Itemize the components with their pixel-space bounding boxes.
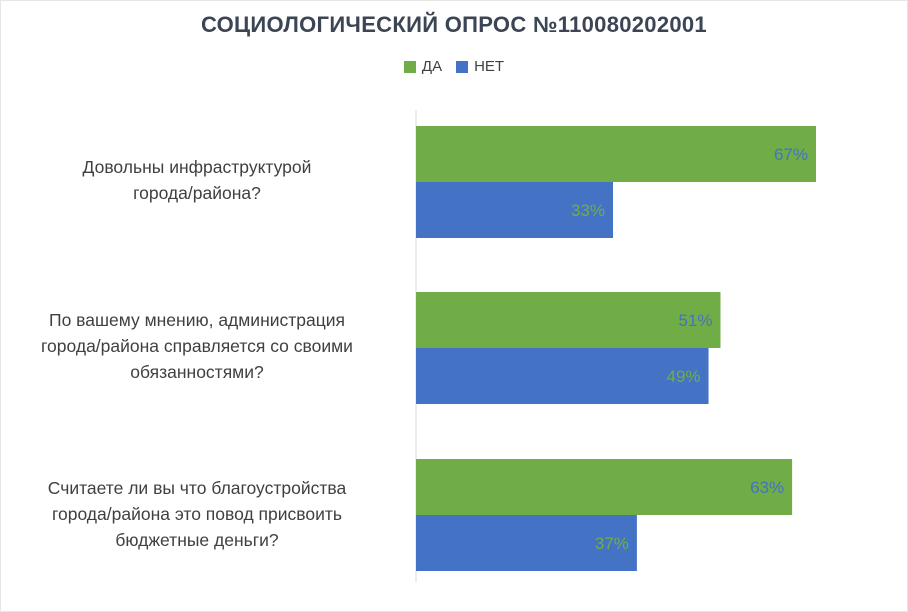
bar-da-1 [416, 126, 816, 182]
category-label-2-line-2: города/района справляется со своими [41, 336, 353, 356]
category-label-1-line-2: города/района? [133, 183, 261, 203]
legend-swatch-net [456, 60, 469, 73]
category-label-1-line-1: Довольны инфраструктурой [82, 157, 312, 177]
category-label-2-line-1: По вашему мнению, администрация [48, 310, 346, 330]
legend-item-net: НЕТ [456, 58, 504, 75]
category-label-2-line-3: обязанностями? [130, 362, 264, 382]
legend-label-da: ДА [421, 58, 443, 75]
category-label-2: По вашему мнению, администрация города/р… [2, 307, 392, 385]
bar-net-3 [416, 515, 637, 571]
legend-item-da: ДА [403, 58, 443, 75]
category-label-1: Довольны инфраструктурой города/района? [2, 154, 392, 206]
legend-swatch-da [403, 60, 416, 73]
legend-label-net: НЕТ [474, 58, 505, 75]
data-label-da-1: 67% [774, 145, 808, 164]
bar-da-3 [416, 459, 793, 515]
category-label-3-line-2: города/района это повод присвоить [51, 504, 342, 524]
category-label-3-line-3: бюджетные деньги? [115, 530, 279, 550]
data-label-da-3: 63% [750, 478, 784, 497]
bar-da-2 [416, 292, 721, 348]
category-label-3: Считаете ли вы что благоустройства город… [2, 475, 392, 553]
chart-title: СОЦИОЛОГИЧЕСКИЙ ОПРОС №110080202001 [201, 12, 707, 37]
bar-net-1 [416, 182, 614, 238]
category-label-3-line-1: Считаете ли вы что благоустройства [47, 478, 347, 498]
chart-legend: ДА НЕТ [0, 58, 908, 75]
bar-net-2 [416, 348, 709, 404]
data-label-net-3: 37% [595, 534, 629, 553]
data-label-da-2: 51% [678, 311, 712, 330]
data-label-net-1: 33% [571, 201, 605, 220]
data-label-net-2: 49% [667, 367, 701, 386]
